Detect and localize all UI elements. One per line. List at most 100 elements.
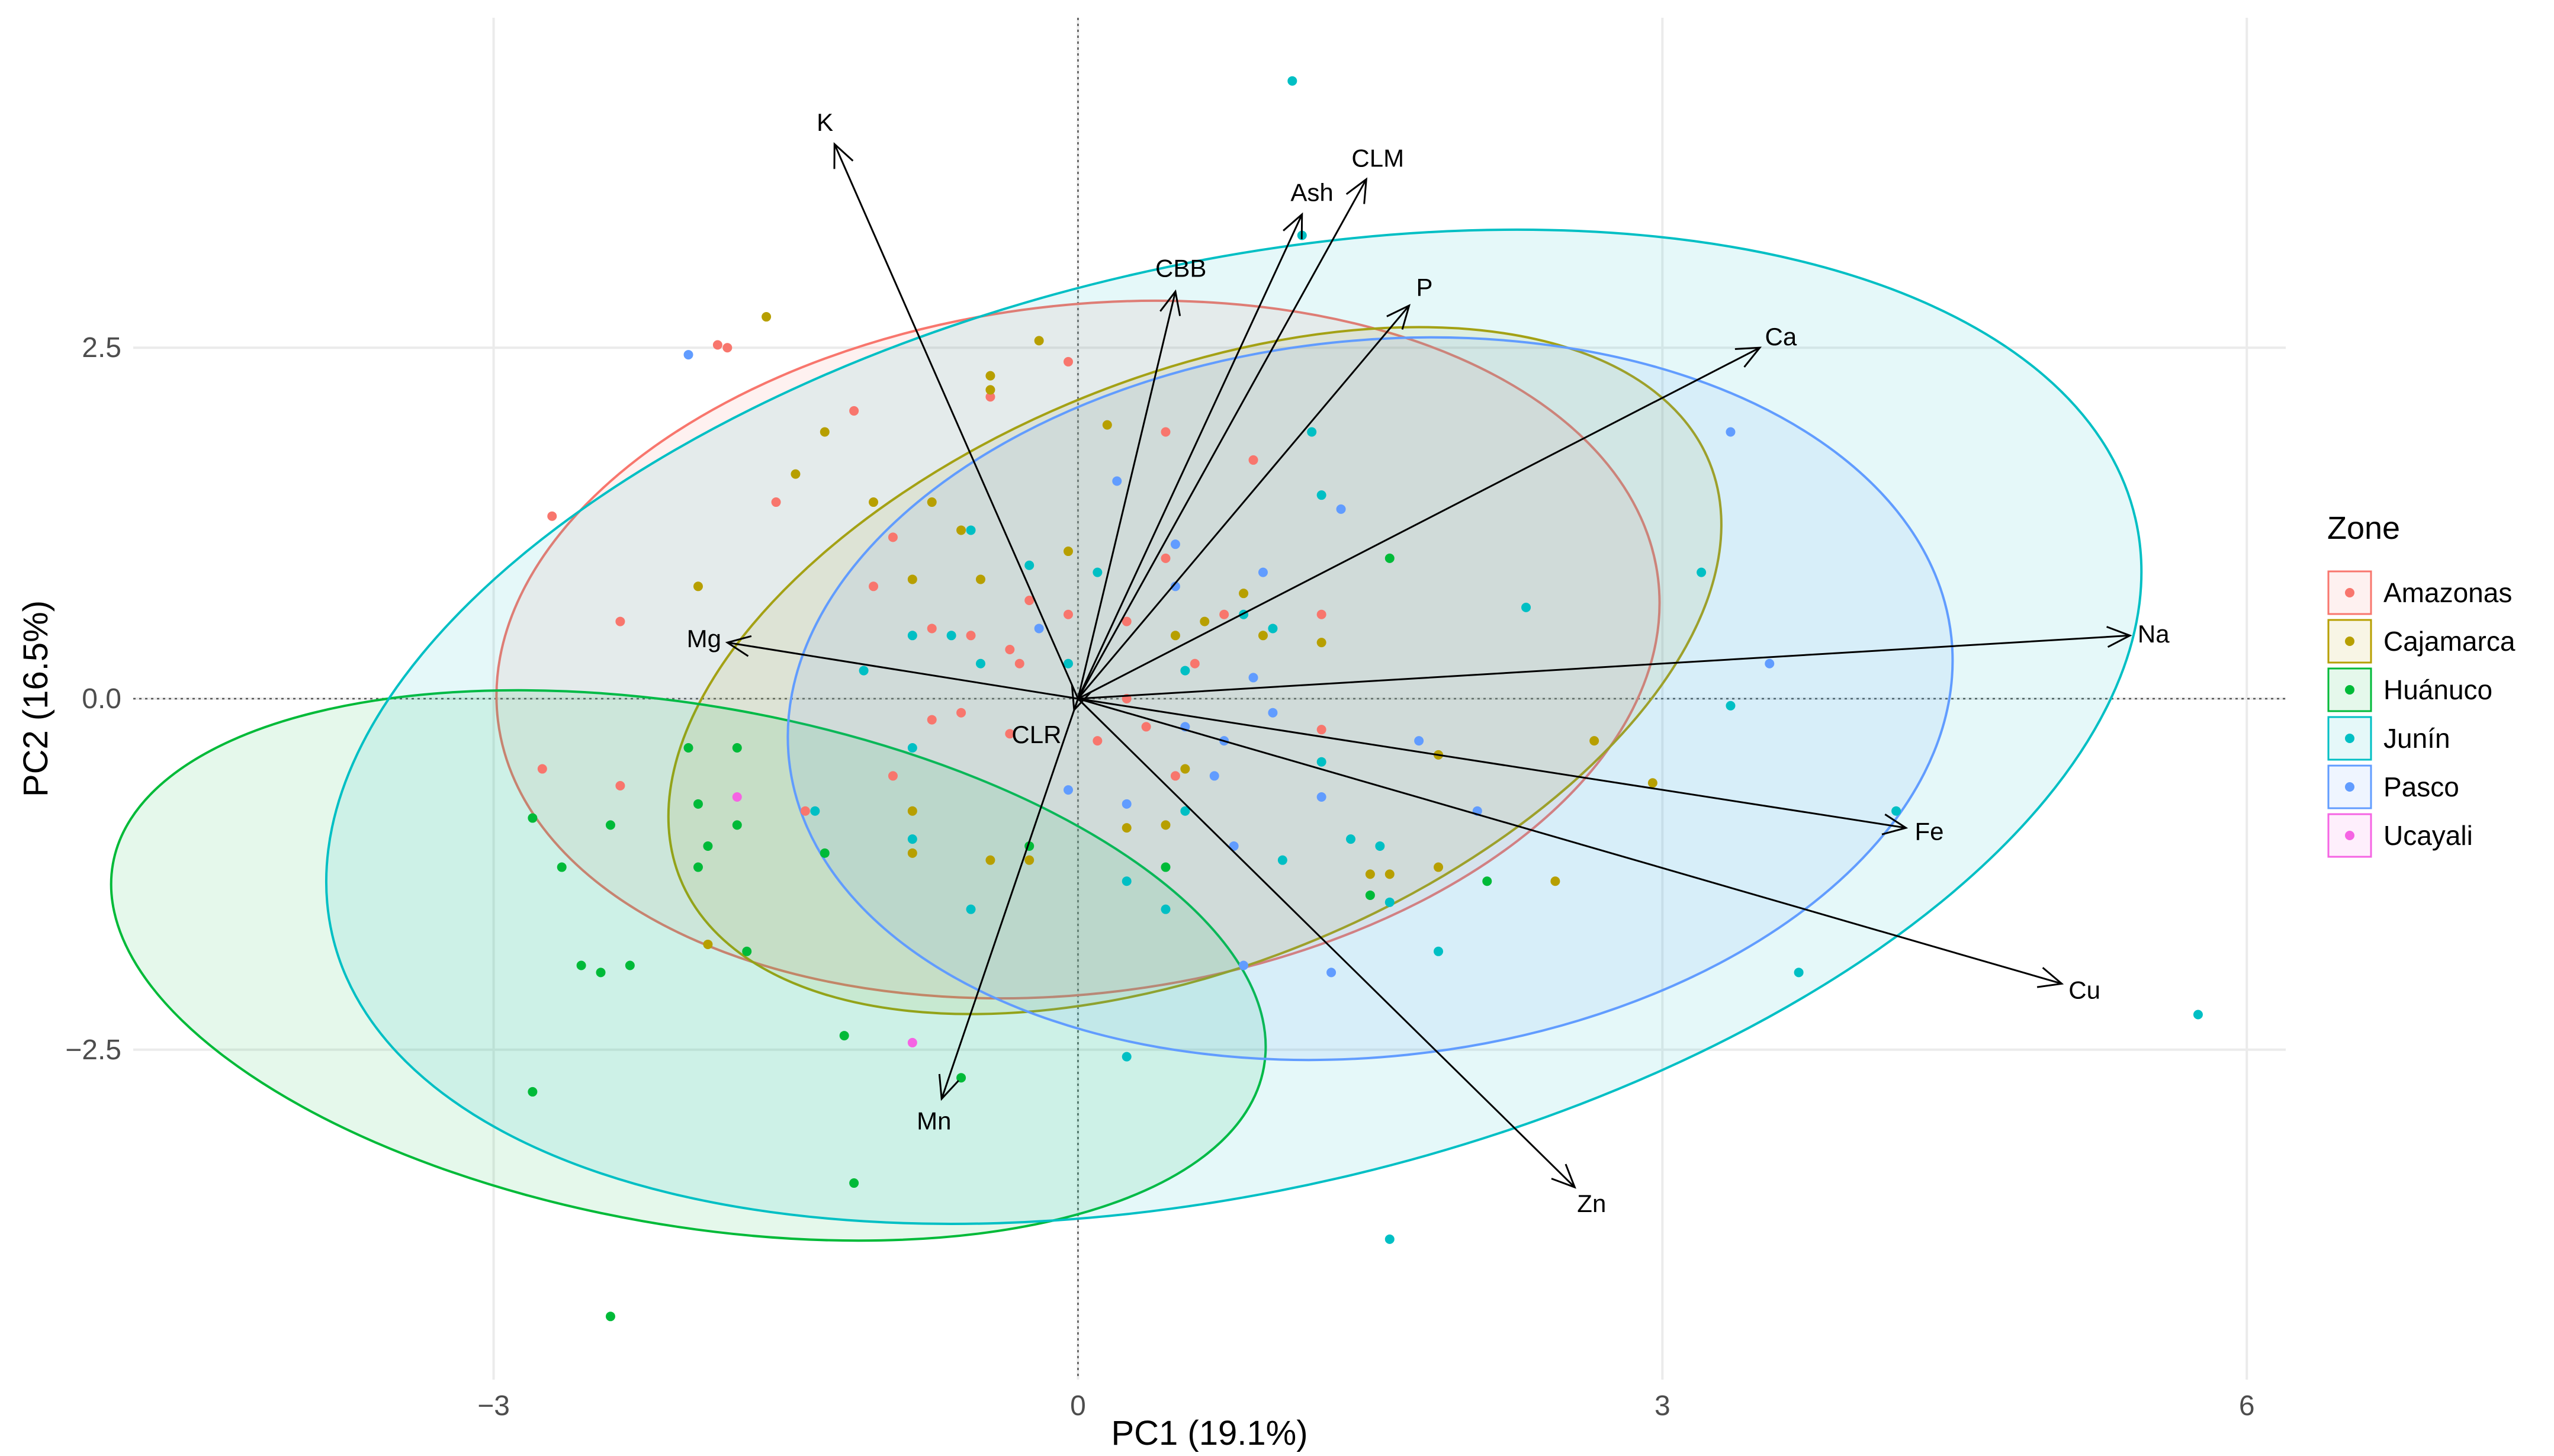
loading-label: P xyxy=(1416,273,1432,301)
data-point xyxy=(1024,596,1035,606)
data-point xyxy=(693,581,703,592)
data-point xyxy=(537,764,547,774)
x-tick-label: −3 xyxy=(477,1390,510,1422)
data-point xyxy=(956,708,966,718)
data-point xyxy=(703,939,713,949)
data-point xyxy=(1647,778,1657,788)
data-point xyxy=(615,616,625,626)
y-tick-label: 0.0 xyxy=(82,683,121,715)
data-point xyxy=(557,862,567,872)
data-point xyxy=(1384,1234,1395,1244)
confidence-ellipse-hunuco xyxy=(110,689,1267,1242)
data-point xyxy=(1219,609,1229,619)
loading-arrow xyxy=(1078,698,1906,829)
loading-arrow xyxy=(1077,214,1303,699)
data-point xyxy=(907,806,917,816)
data-point xyxy=(869,581,879,592)
data-point xyxy=(869,497,879,507)
data-point xyxy=(1122,876,1132,886)
data-point xyxy=(1287,76,1297,86)
legend-key-dot xyxy=(2345,685,2354,695)
data-point xyxy=(1005,645,1015,655)
data-point xyxy=(1268,623,1278,634)
x-tick-label: 6 xyxy=(2239,1390,2255,1422)
data-point xyxy=(1326,968,1337,978)
data-point xyxy=(1034,336,1044,346)
legend-key-dot xyxy=(2345,734,2354,743)
grid-lines xyxy=(133,18,2286,1380)
loading-arrowhead xyxy=(725,635,752,657)
data-point xyxy=(712,340,722,350)
loading-arrowhead xyxy=(2106,626,2132,648)
confidence-ellipses xyxy=(110,228,2143,1242)
data-point xyxy=(1589,736,1599,746)
loading-arrowhead xyxy=(1734,346,1762,368)
data-point xyxy=(1064,785,1074,795)
loading-arrow xyxy=(1077,346,1761,700)
data-point xyxy=(1258,567,1268,577)
data-point xyxy=(1170,771,1180,781)
x-tick-label: 3 xyxy=(1655,1390,1670,1422)
data-point xyxy=(1726,700,1736,711)
axes: −3 0 3 6 −2.5 0.0 2.5 PC1 (19.1%) PC2 (16.5%) xyxy=(17,332,2255,1452)
data-point xyxy=(1365,890,1375,900)
data-point xyxy=(1064,547,1074,557)
data-point xyxy=(693,862,703,872)
legend-label: Cajamarca xyxy=(2383,626,2516,657)
data-point xyxy=(820,427,830,437)
data-point xyxy=(1316,609,1326,619)
data-point xyxy=(1122,1052,1132,1062)
loading-arrow xyxy=(727,641,1078,700)
data-point xyxy=(528,813,538,823)
data-point xyxy=(1384,553,1395,563)
data-point xyxy=(927,497,937,507)
data-point xyxy=(1307,427,1317,437)
data-point xyxy=(625,960,635,970)
loading-label: Ca xyxy=(1765,323,1797,351)
data-point xyxy=(1161,862,1171,872)
data-point xyxy=(1112,476,1122,486)
y-axis-title: PC2 (16.5%) xyxy=(17,600,55,797)
legend-key-dot xyxy=(2345,831,2354,840)
data-point xyxy=(722,343,733,353)
data-point xyxy=(985,385,995,395)
confidence-ellipse-junn xyxy=(325,228,2143,1225)
data-point xyxy=(1248,673,1258,683)
loading-vectors: K CLM Ash CBB P Ca Na Mg CLR Fe Cu Mn Zn xyxy=(687,108,2170,1217)
data-point xyxy=(1122,616,1132,626)
data-point xyxy=(907,1037,917,1047)
data-point xyxy=(1765,658,1775,668)
data-point xyxy=(946,631,956,641)
data-point xyxy=(1161,904,1171,914)
data-point xyxy=(820,848,830,858)
loading-label: Zn xyxy=(1577,1190,1606,1217)
data-point xyxy=(742,946,752,956)
legend-label: Junín xyxy=(2383,723,2450,754)
data-point xyxy=(1170,631,1180,641)
data-point xyxy=(1375,841,1385,851)
data-point xyxy=(615,781,625,791)
data-point xyxy=(1384,869,1395,879)
data-point xyxy=(800,806,810,816)
data-point xyxy=(985,855,995,865)
data-point xyxy=(1190,658,1200,668)
data-point xyxy=(1434,946,1444,956)
data-point xyxy=(1345,834,1355,844)
loading-label: CBB xyxy=(1155,254,1206,282)
legend-label: Ucayali xyxy=(2383,820,2473,851)
loading-label: Fe xyxy=(1915,817,1944,845)
data-point xyxy=(1034,623,1044,634)
data-point xyxy=(907,574,917,584)
data-point xyxy=(1384,897,1395,907)
data-point xyxy=(791,469,801,479)
data-point xyxy=(1277,855,1287,865)
data-point xyxy=(1161,553,1171,563)
data-point xyxy=(1268,708,1278,718)
data-point xyxy=(888,532,898,542)
data-point xyxy=(1180,666,1190,676)
legend-title: Zone xyxy=(2327,510,2400,546)
legend-key-dot xyxy=(2345,588,2354,597)
confidence-ellipse-amazonas xyxy=(495,300,1661,1000)
data-point xyxy=(547,511,557,521)
loading-label: K xyxy=(817,108,833,136)
